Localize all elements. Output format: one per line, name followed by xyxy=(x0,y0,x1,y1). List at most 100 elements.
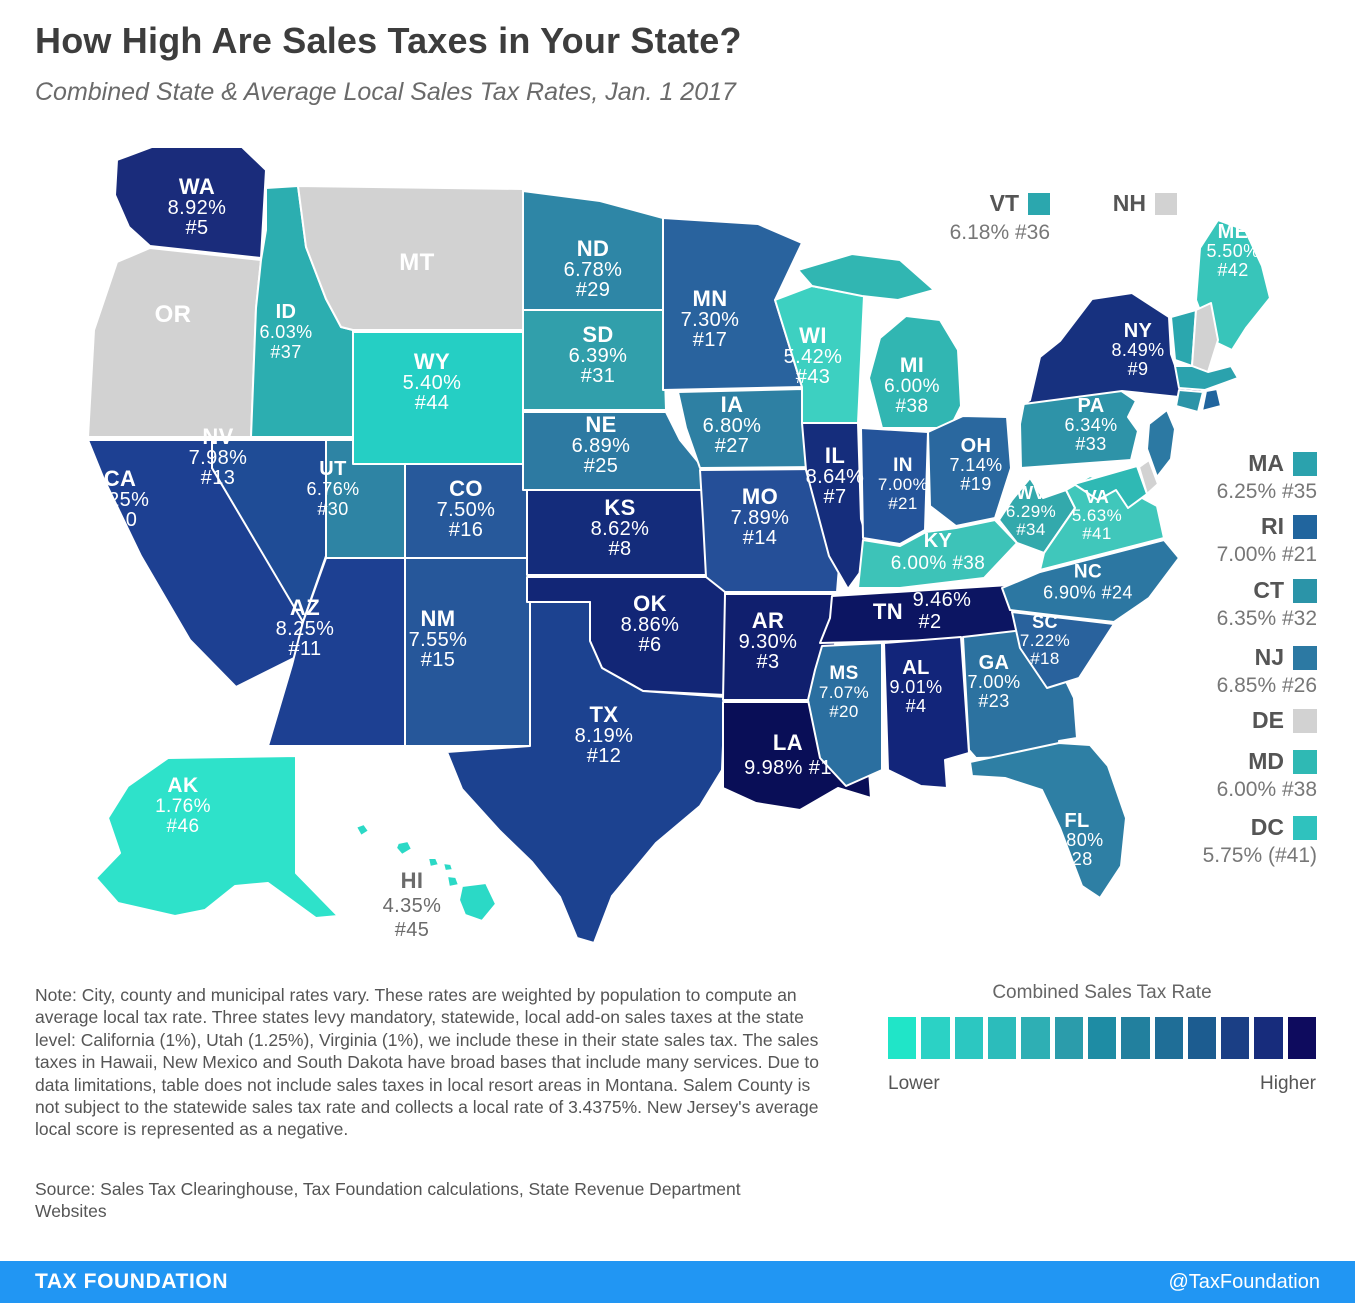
state-label-oh-line-2: #19 xyxy=(960,474,991,494)
scale-swatch-10 xyxy=(1187,1017,1217,1059)
small-state-legend-item-ma: MA 6.25% #35 xyxy=(1175,450,1317,504)
state-label-sc-line-0: SC xyxy=(1032,612,1058,632)
scale-swatch-6 xyxy=(1054,1017,1083,1059)
scale-swatch-5 xyxy=(1021,1017,1050,1059)
state-label-mn-line-0: MN xyxy=(692,286,727,311)
scale-swatch-11 xyxy=(1221,1017,1250,1059)
state-label-ak-line-0: AK xyxy=(167,774,198,797)
state-label-wv-line-1: 6.29% xyxy=(1006,502,1056,521)
state-label-ut-line-0: UT xyxy=(319,458,346,480)
state-label-hi-line-0: HI xyxy=(401,868,424,893)
state-label-mi-line-0: MI xyxy=(900,354,924,377)
scale-swatch-13 xyxy=(1287,1017,1317,1059)
color-scale-legend: Combined Sales Tax Rate Lower Higher xyxy=(888,982,1317,1095)
state-ny xyxy=(1023,292,1205,405)
small-state-color-swatch xyxy=(1293,514,1317,539)
state-label-me-line-0: ME xyxy=(1218,221,1249,243)
small-states-legend: MA 6.25% #35 RI 7.00% #21 CT 6.35% #32 NJ 6.85%… xyxy=(1175,450,1317,868)
state-label-wa-line-0: WA xyxy=(179,174,215,199)
state-label-mi-line-2: #38 xyxy=(896,396,929,417)
state-label-ms-line-1: 7.07% xyxy=(819,683,869,702)
small-state-code: MA xyxy=(1248,450,1284,476)
ne-legend-rate-rank: 6.18% #36 xyxy=(949,221,1050,244)
state-label-ms-line-0: MS xyxy=(829,663,858,684)
small-state-code: MD xyxy=(1248,748,1284,774)
state-label-ia-line-0: IA xyxy=(721,392,744,417)
small-state-code: DE xyxy=(1252,707,1284,733)
state-label-ne-line-1: 6.89% xyxy=(572,435,631,457)
small-state-color-swatch xyxy=(1293,815,1317,840)
state-label-ne-line-0: NE xyxy=(585,412,616,437)
state-nj xyxy=(1146,409,1176,478)
state-label-mn-line-1: 7.30% xyxy=(681,309,740,331)
state-label-pa-line-2: #33 xyxy=(1075,434,1106,454)
small-state-legend-item-ct: CT 6.35% #32 xyxy=(1175,577,1317,631)
state-or xyxy=(87,247,262,438)
state-fl xyxy=(969,742,1127,899)
small-state-rate-rank: 6.00% #38 xyxy=(1216,778,1317,801)
small-state-code: RI xyxy=(1261,513,1284,539)
state-label-ok-line-1: 8.86% xyxy=(621,614,680,636)
small-state-color-swatch xyxy=(1293,645,1317,670)
small-state-rate-rank: 5.75% (#41) xyxy=(1202,844,1317,867)
state-ma xyxy=(1174,365,1239,391)
state-label-tx-line-2: #12 xyxy=(587,745,622,767)
scale-swatch-1 xyxy=(888,1017,917,1059)
state-label-va-line-0: VA xyxy=(1085,487,1109,507)
scale-swatch-4 xyxy=(987,1017,1017,1059)
scale-swatch-3 xyxy=(954,1017,983,1059)
state-label-ks-line-1: 8.62% xyxy=(591,518,650,540)
state-label-mi-line-1: 6.00% xyxy=(884,376,940,397)
states-layer xyxy=(87,146,1271,944)
small-state-color-swatch xyxy=(1293,451,1317,476)
state-label-ak-line-1: 1.76% xyxy=(155,796,211,817)
small-state-legend-item-nj: NJ 6.85% #26 xyxy=(1175,644,1317,698)
state-ak xyxy=(95,755,339,919)
state-label-ga-line-1: 7.00% xyxy=(967,672,1020,692)
state-label-nd-line-1: 6.78% xyxy=(564,259,623,281)
state-labels-layer: WA8.92%#5ORCA8.25%#10NV7.98%#13ID6.03%#3… xyxy=(91,174,1259,941)
small-state-color-swatch xyxy=(1293,749,1317,774)
state-ms xyxy=(807,642,883,787)
state-label-ok-line-2: #6 xyxy=(638,634,661,656)
state-nc xyxy=(1001,539,1180,623)
small-state-rate-rank: 7.00% #21 xyxy=(1216,543,1317,566)
state-nh xyxy=(1191,302,1219,373)
state-label-ca-line-0: CA xyxy=(104,466,137,491)
state-label-al-line-1: 9.01% xyxy=(889,677,942,697)
state-label-wy-line-2: #44 xyxy=(415,392,450,414)
state-label-sc-line-1: 7.22% xyxy=(1020,631,1070,650)
scale-swatch-9 xyxy=(1154,1017,1183,1059)
scale-swatch-8 xyxy=(1121,1017,1150,1059)
state-label-ar-line-0: AR xyxy=(752,608,785,633)
state-label-al-line-0: AL xyxy=(902,657,929,679)
ne-legend-item-nh: NH xyxy=(1032,190,1177,217)
small-state-rate-rank: 6.25% #35 xyxy=(1216,480,1317,503)
state-label-nm-line-0: NM xyxy=(420,606,455,631)
state-label-la-line-0: LA xyxy=(773,730,803,755)
state-label-nd-line-2: #29 xyxy=(576,279,611,301)
state-label-ny-line-2: #9 xyxy=(1128,359,1149,379)
state-label-wy-line-0: WY xyxy=(414,349,450,374)
small-state-code: NJ xyxy=(1254,644,1284,670)
state-hi xyxy=(355,823,497,922)
state-md xyxy=(1073,465,1148,509)
state-label-al-line-2: #4 xyxy=(906,696,927,716)
state-label-pa-line-1: 6.34% xyxy=(1064,415,1117,435)
state-label-nm-line-2: #15 xyxy=(421,649,456,671)
ne-legend-item-vt: VT 6.18% #36 xyxy=(900,190,1050,245)
source-text: Source: Sales Tax Clearinghouse, Tax Fou… xyxy=(35,1179,741,1222)
small-state-code: CT xyxy=(1253,577,1284,603)
ne-legend-color-swatch xyxy=(1155,192,1177,215)
state-label-tx-line-0: TX xyxy=(590,702,619,727)
state-label-mo-line-0: MO xyxy=(742,484,778,509)
footer-brand: TAX FOUNDATION xyxy=(35,1270,229,1293)
state-label-in-line-1: 7.00% xyxy=(878,475,928,494)
state-label-va-line-1: 5.63% xyxy=(1072,506,1122,525)
state-label-ga-line-2: #23 xyxy=(978,691,1009,711)
state-label-fl-line-1: 6.80% xyxy=(1050,830,1103,850)
state-label-in-line-2: #21 xyxy=(888,494,918,513)
state-label-va-line-2: #41 xyxy=(1082,524,1112,543)
